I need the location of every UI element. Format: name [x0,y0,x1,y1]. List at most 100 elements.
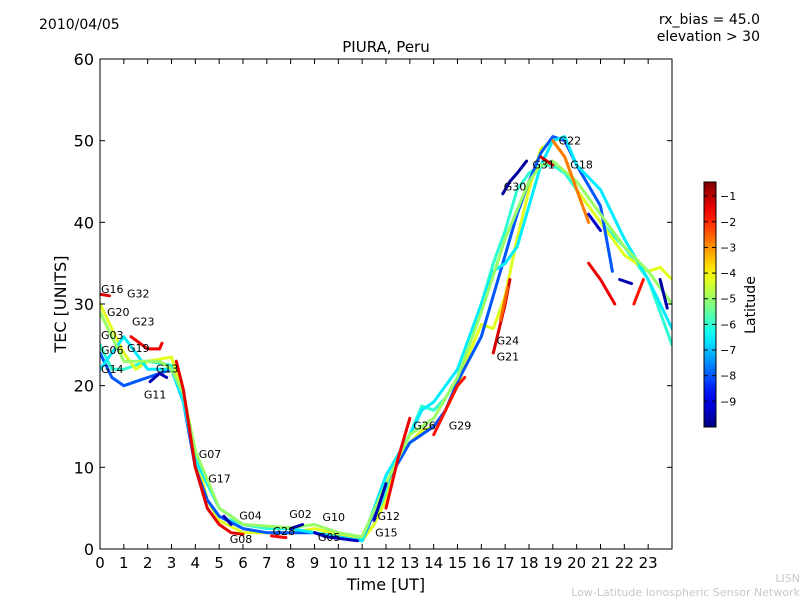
x-tick-label: 1 [119,554,129,572]
satellite-label-g29: G29 [449,420,472,433]
satellite-label-g22: G22 [559,134,582,147]
satellite-label-g08: G08 [230,533,253,546]
x-tick-label: 13 [400,554,419,572]
track-red-9 [587,261,617,306]
x-tick-label: 7 [262,554,272,572]
track-red-5 [384,416,412,510]
y-tick-label: 50 [74,132,94,151]
y-axis-label: TEC [UNITS] [51,256,70,354]
satellite-label-g05: G05 [318,531,341,544]
chart-title: PIURA, Peru [342,38,429,56]
colorbar-tick-label: −7 [720,344,736,357]
x-tick-label: 10 [329,554,348,572]
colorbar-tick-label: −2 [720,216,736,229]
track-red-8 [539,155,555,167]
x-tick-label: 15 [448,554,467,572]
satellite-label-g04: G04 [239,509,262,522]
satellite-label-g16: G16 [101,283,124,296]
x-tick-label: 4 [191,554,201,572]
satellite-label-g17: G17 [208,472,231,485]
axis-ticks: 0 1 2 3 4 5 6 7 8 9 10 11 12 13 14 15 16 17 18 19 20 21 22 2301… [74,50,672,572]
satellite-tracks [100,135,672,543]
satellite-label-g03: G03 [101,329,124,342]
satellite-label-g20: G20 [107,306,130,319]
satellite-label-g10: G10 [322,511,345,524]
x-tick-label: 14 [424,554,443,572]
x-tick-label: 3 [167,554,177,572]
track-red-2 [129,335,164,351]
x-tick-label: 23 [639,554,658,572]
track-red-4 [270,534,288,540]
track-lightgreen [100,159,672,539]
colorbar-label: Latitude [743,276,759,334]
elevation-label: elevation > 30 [656,29,760,45]
x-tick-label: 5 [214,554,224,572]
x-tick-label: 6 [238,554,248,572]
colorbar-tick-label: −3 [720,241,736,254]
satellite-label-g26: G26 [413,420,436,433]
satellite-label-g21: G21 [497,351,520,364]
satellite-label-g14: G14 [101,363,124,376]
satellite-label-g13: G13 [156,362,179,375]
x-tick-label: 16 [472,554,491,572]
x-tick-label: 17 [496,554,515,572]
track-blue-7 [587,212,602,232]
track-orange-1 [498,286,510,322]
satellite-label-g18: G18 [570,158,593,171]
track-blue-1 [148,371,169,384]
track-blue-6 [501,159,529,196]
colorbar-tick-label: −5 [720,293,736,306]
colorbar-tick-label: −8 [720,370,736,383]
y-tick-label: 10 [74,458,94,477]
track-red-10 [632,278,645,306]
satellite-label-g07: G07 [199,448,222,461]
x-tick-label: 2 [143,554,153,572]
footer-org-short: LISN [775,572,800,585]
colorbar-tick-label: −1 [720,190,736,203]
satellite-label-g06: G06 [101,344,124,357]
track-orange-2 [551,139,591,224]
satellite-label-g15: G15 [375,526,398,539]
x-tick-label: 22 [615,554,634,572]
date-label: 2010/04/05 [39,17,120,33]
y-tick-label: 20 [74,377,94,396]
x-tick-label: 12 [376,554,395,572]
track-blue-4 [313,531,359,543]
satellite-label-g30: G30 [504,180,527,193]
colorbar [703,181,717,428]
colorbar-tick-label: −9 [720,395,736,408]
satellite-label-g11: G11 [144,388,167,401]
rx-bias-label: rx_bias = 45.0 [658,12,760,28]
track-red-3 [174,359,245,536]
satellite-label-g19: G19 [127,342,150,355]
track-blue-9 [658,278,669,310]
satellite-label-g32: G32 [127,288,150,301]
x-axis-label: Time [UT] [346,575,425,594]
track-blue-3 [289,523,305,531]
y-tick-label: 0 [84,540,94,559]
satellite-label-g02: G02 [289,508,312,521]
x-tick-label: 11 [353,554,372,572]
satellite-label-g28: G28 [273,525,296,538]
track-blue-2 [222,514,233,526]
x-tick-label: 9 [310,554,320,572]
x-tick-label: 0 [95,554,105,572]
x-tick-label: 20 [567,554,586,572]
x-tick-label: 18 [519,554,538,572]
y-tick-label: 40 [74,213,94,232]
y-tick-label: 30 [74,295,94,314]
track-blue-8 [618,278,633,286]
track-blue-5 [372,482,388,522]
colorbar-tick-label: −6 [720,318,736,331]
satellite-label-g24: G24 [497,335,520,348]
satellite-label-g23: G23 [132,315,155,328]
track-red-1 [100,292,111,298]
colorbar-ticks: −1 −2 −3 −4 −5 −6 −7 −8 −9 [704,190,736,408]
x-tick-label: 19 [543,554,562,572]
satellite-label-g31: G31 [532,158,555,171]
track-red-6 [432,376,467,437]
satellite-label-g12: G12 [377,510,400,523]
x-tick-label: 8 [286,554,296,572]
x-tick-label: 21 [591,554,610,572]
